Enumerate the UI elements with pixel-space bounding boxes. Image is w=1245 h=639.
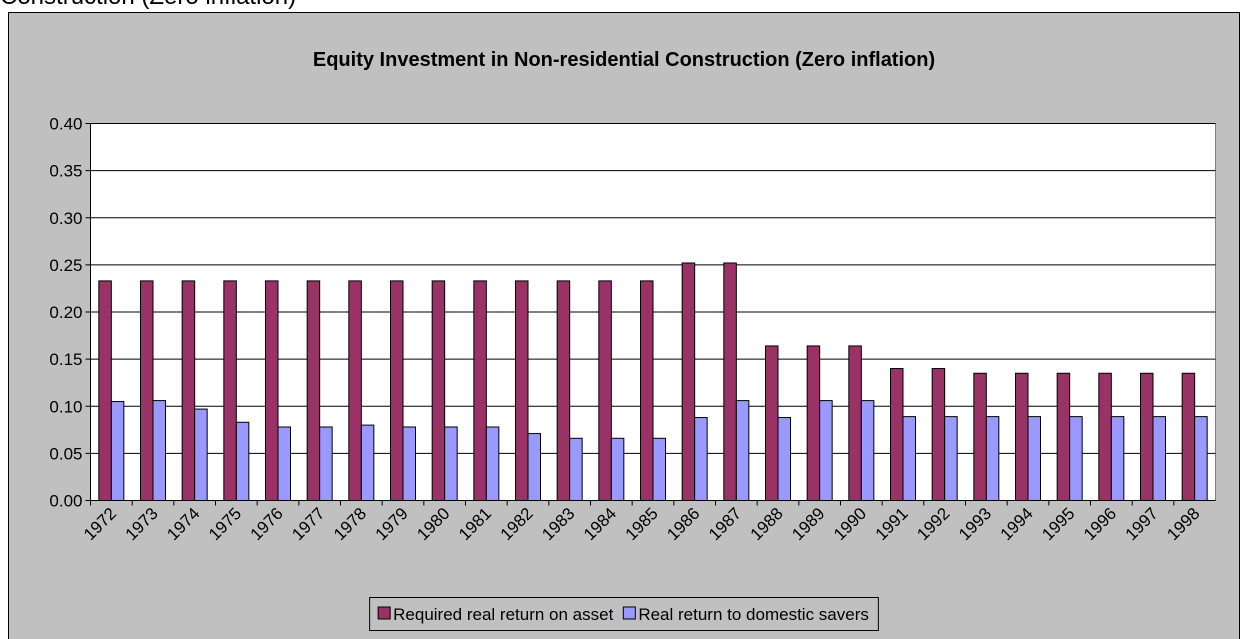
bar — [402, 426, 416, 501]
bar — [515, 280, 529, 501]
bar — [860, 400, 875, 501]
chart-title: Equity Investment in Non-residential Con… — [313, 49, 935, 71]
bar — [485, 426, 500, 501]
bar — [1098, 372, 1112, 502]
bar — [277, 426, 291, 501]
bar — [944, 416, 958, 501]
bar — [765, 345, 779, 501]
bar — [985, 416, 1000, 501]
bar — [473, 280, 487, 501]
bar — [265, 280, 279, 501]
bar — [431, 280, 446, 501]
bar — [390, 280, 404, 501]
bar — [306, 280, 321, 501]
bar — [640, 280, 654, 501]
bar — [735, 400, 750, 501]
bar — [848, 345, 862, 501]
bar — [348, 280, 362, 501]
legend-swatch — [622, 606, 636, 620]
bar — [140, 280, 154, 501]
bar — [931, 368, 946, 501]
bar — [181, 280, 196, 501]
bar — [902, 416, 916, 501]
bar — [806, 345, 821, 501]
bar — [723, 262, 737, 501]
bar — [819, 400, 833, 501]
bar — [360, 424, 375, 502]
legend-label: Real return to domestic savers — [638, 605, 869, 624]
bar — [194, 408, 208, 502]
bar — [444, 426, 458, 501]
legend-label: Required real return on asset — [393, 605, 613, 624]
y-tick-label: 0.35 — [49, 162, 82, 181]
bar — [556, 280, 571, 501]
legend-swatch — [377, 606, 391, 620]
y-tick-label: 0.40 — [49, 115, 82, 134]
bar — [569, 437, 583, 502]
y-tick-label: 0.30 — [49, 209, 82, 228]
bar — [1110, 416, 1125, 501]
page-heading: Construction (Zero inflation) — [0, 0, 296, 10]
y-tick-label: 0.05 — [49, 444, 82, 463]
bar — [973, 372, 987, 502]
bar — [1152, 416, 1166, 501]
bar — [1181, 372, 1196, 502]
bar — [610, 437, 625, 502]
bar — [1069, 416, 1083, 501]
bar — [223, 280, 237, 501]
bar — [652, 437, 666, 502]
bar — [319, 426, 333, 501]
bar — [527, 433, 541, 501]
bar — [110, 401, 125, 502]
bar — [694, 417, 708, 501]
bar — [1140, 372, 1154, 502]
bar — [1027, 416, 1041, 501]
bar — [235, 421, 250, 501]
y-tick-label: 0.25 — [49, 256, 82, 275]
bar — [1194, 416, 1208, 501]
bar — [681, 262, 696, 501]
y-tick-label: 0.20 — [49, 303, 82, 322]
y-tick-label: 0.00 — [49, 492, 82, 511]
y-tick-label: 0.15 — [49, 350, 82, 369]
y-tick-label: 0.10 — [49, 397, 82, 416]
bar — [1056, 372, 1071, 502]
bar — [1015, 372, 1029, 502]
bar — [777, 417, 791, 501]
bar — [598, 280, 612, 501]
legend: Required real return on asset Real return… — [369, 597, 879, 631]
bar — [890, 368, 904, 501]
bar — [98, 280, 112, 501]
bar — [152, 400, 166, 501]
